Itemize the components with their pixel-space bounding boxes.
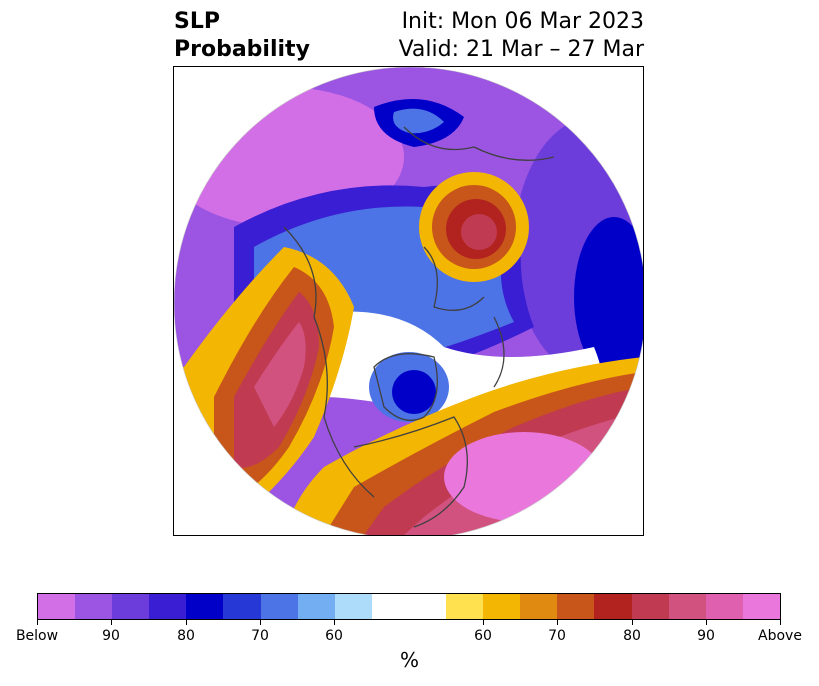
colorbar-above-segment bbox=[520, 594, 558, 619]
colorbar-tick bbox=[111, 620, 112, 625]
colorbar-above-segment bbox=[705, 594, 743, 619]
colorbar-label: 80 bbox=[623, 628, 641, 644]
colorbar-above-segment bbox=[557, 594, 595, 619]
title-right: Init: Mon 06 Mar 2023 Valid: 21 Mar – 27… bbox=[399, 8, 644, 64]
colorbar bbox=[37, 593, 781, 620]
colorbar-label: 90 bbox=[102, 628, 120, 644]
colorbar-label: 80 bbox=[177, 628, 195, 644]
colorbar-tick bbox=[186, 620, 187, 625]
title-type: Probability bbox=[174, 37, 310, 62]
colorbar-tick bbox=[632, 620, 633, 625]
colorbar-label: 70 bbox=[251, 628, 269, 644]
init-date: Init: Mon 06 Mar 2023 bbox=[401, 9, 644, 34]
colorbar-below-segment bbox=[297, 594, 335, 619]
colorbar-tick bbox=[557, 620, 558, 625]
colorbar-label: 70 bbox=[548, 628, 566, 644]
colorbar-labels: Below 90 80 70 60 60 70 80 90 Above bbox=[16, 628, 802, 648]
colorbar-above-segment bbox=[631, 594, 669, 619]
colorbar-below-segment bbox=[112, 594, 150, 619]
colorbar-tick bbox=[260, 620, 261, 625]
probability-map bbox=[174, 67, 643, 535]
title-left: SLP Probability bbox=[174, 8, 310, 64]
colorbar-label: 60 bbox=[474, 628, 492, 644]
colorbar-below-segment bbox=[334, 594, 372, 619]
colorbar-tick bbox=[780, 620, 781, 625]
colorbar-below-segment bbox=[38, 594, 76, 619]
colorbar-tick bbox=[334, 620, 335, 625]
title-variable: SLP bbox=[174, 9, 220, 34]
colorbar-below-segment bbox=[223, 594, 261, 619]
colorbar-above-segment bbox=[446, 594, 484, 619]
colorbar-label-below: Below bbox=[15, 628, 59, 644]
coastlines bbox=[283, 126, 555, 528]
colorbar-below-segment bbox=[260, 594, 298, 619]
colorbar-above-segment bbox=[668, 594, 706, 619]
colorbar-above-segment bbox=[594, 594, 632, 619]
colorbar-tick bbox=[37, 620, 38, 625]
colorbar-above-segment bbox=[483, 594, 521, 619]
colorbar-unit: % bbox=[399, 648, 419, 672]
colorbar-below-segment bbox=[75, 594, 113, 619]
colorbar-above-segment bbox=[742, 594, 780, 619]
colorbar-tick bbox=[706, 620, 707, 625]
colorbar-below-segment bbox=[186, 594, 224, 619]
colorbar-label-above: Above bbox=[758, 628, 802, 644]
colorbar-tick bbox=[483, 620, 484, 625]
colorbar-below-segment bbox=[149, 594, 187, 619]
map-panel bbox=[173, 66, 644, 536]
colorbar-neutral-segment bbox=[371, 594, 447, 619]
valid-range: Valid: 21 Mar – 27 Mar bbox=[398, 37, 644, 62]
colorbar-label: 90 bbox=[697, 628, 715, 644]
colorbar-label: 60 bbox=[325, 628, 343, 644]
